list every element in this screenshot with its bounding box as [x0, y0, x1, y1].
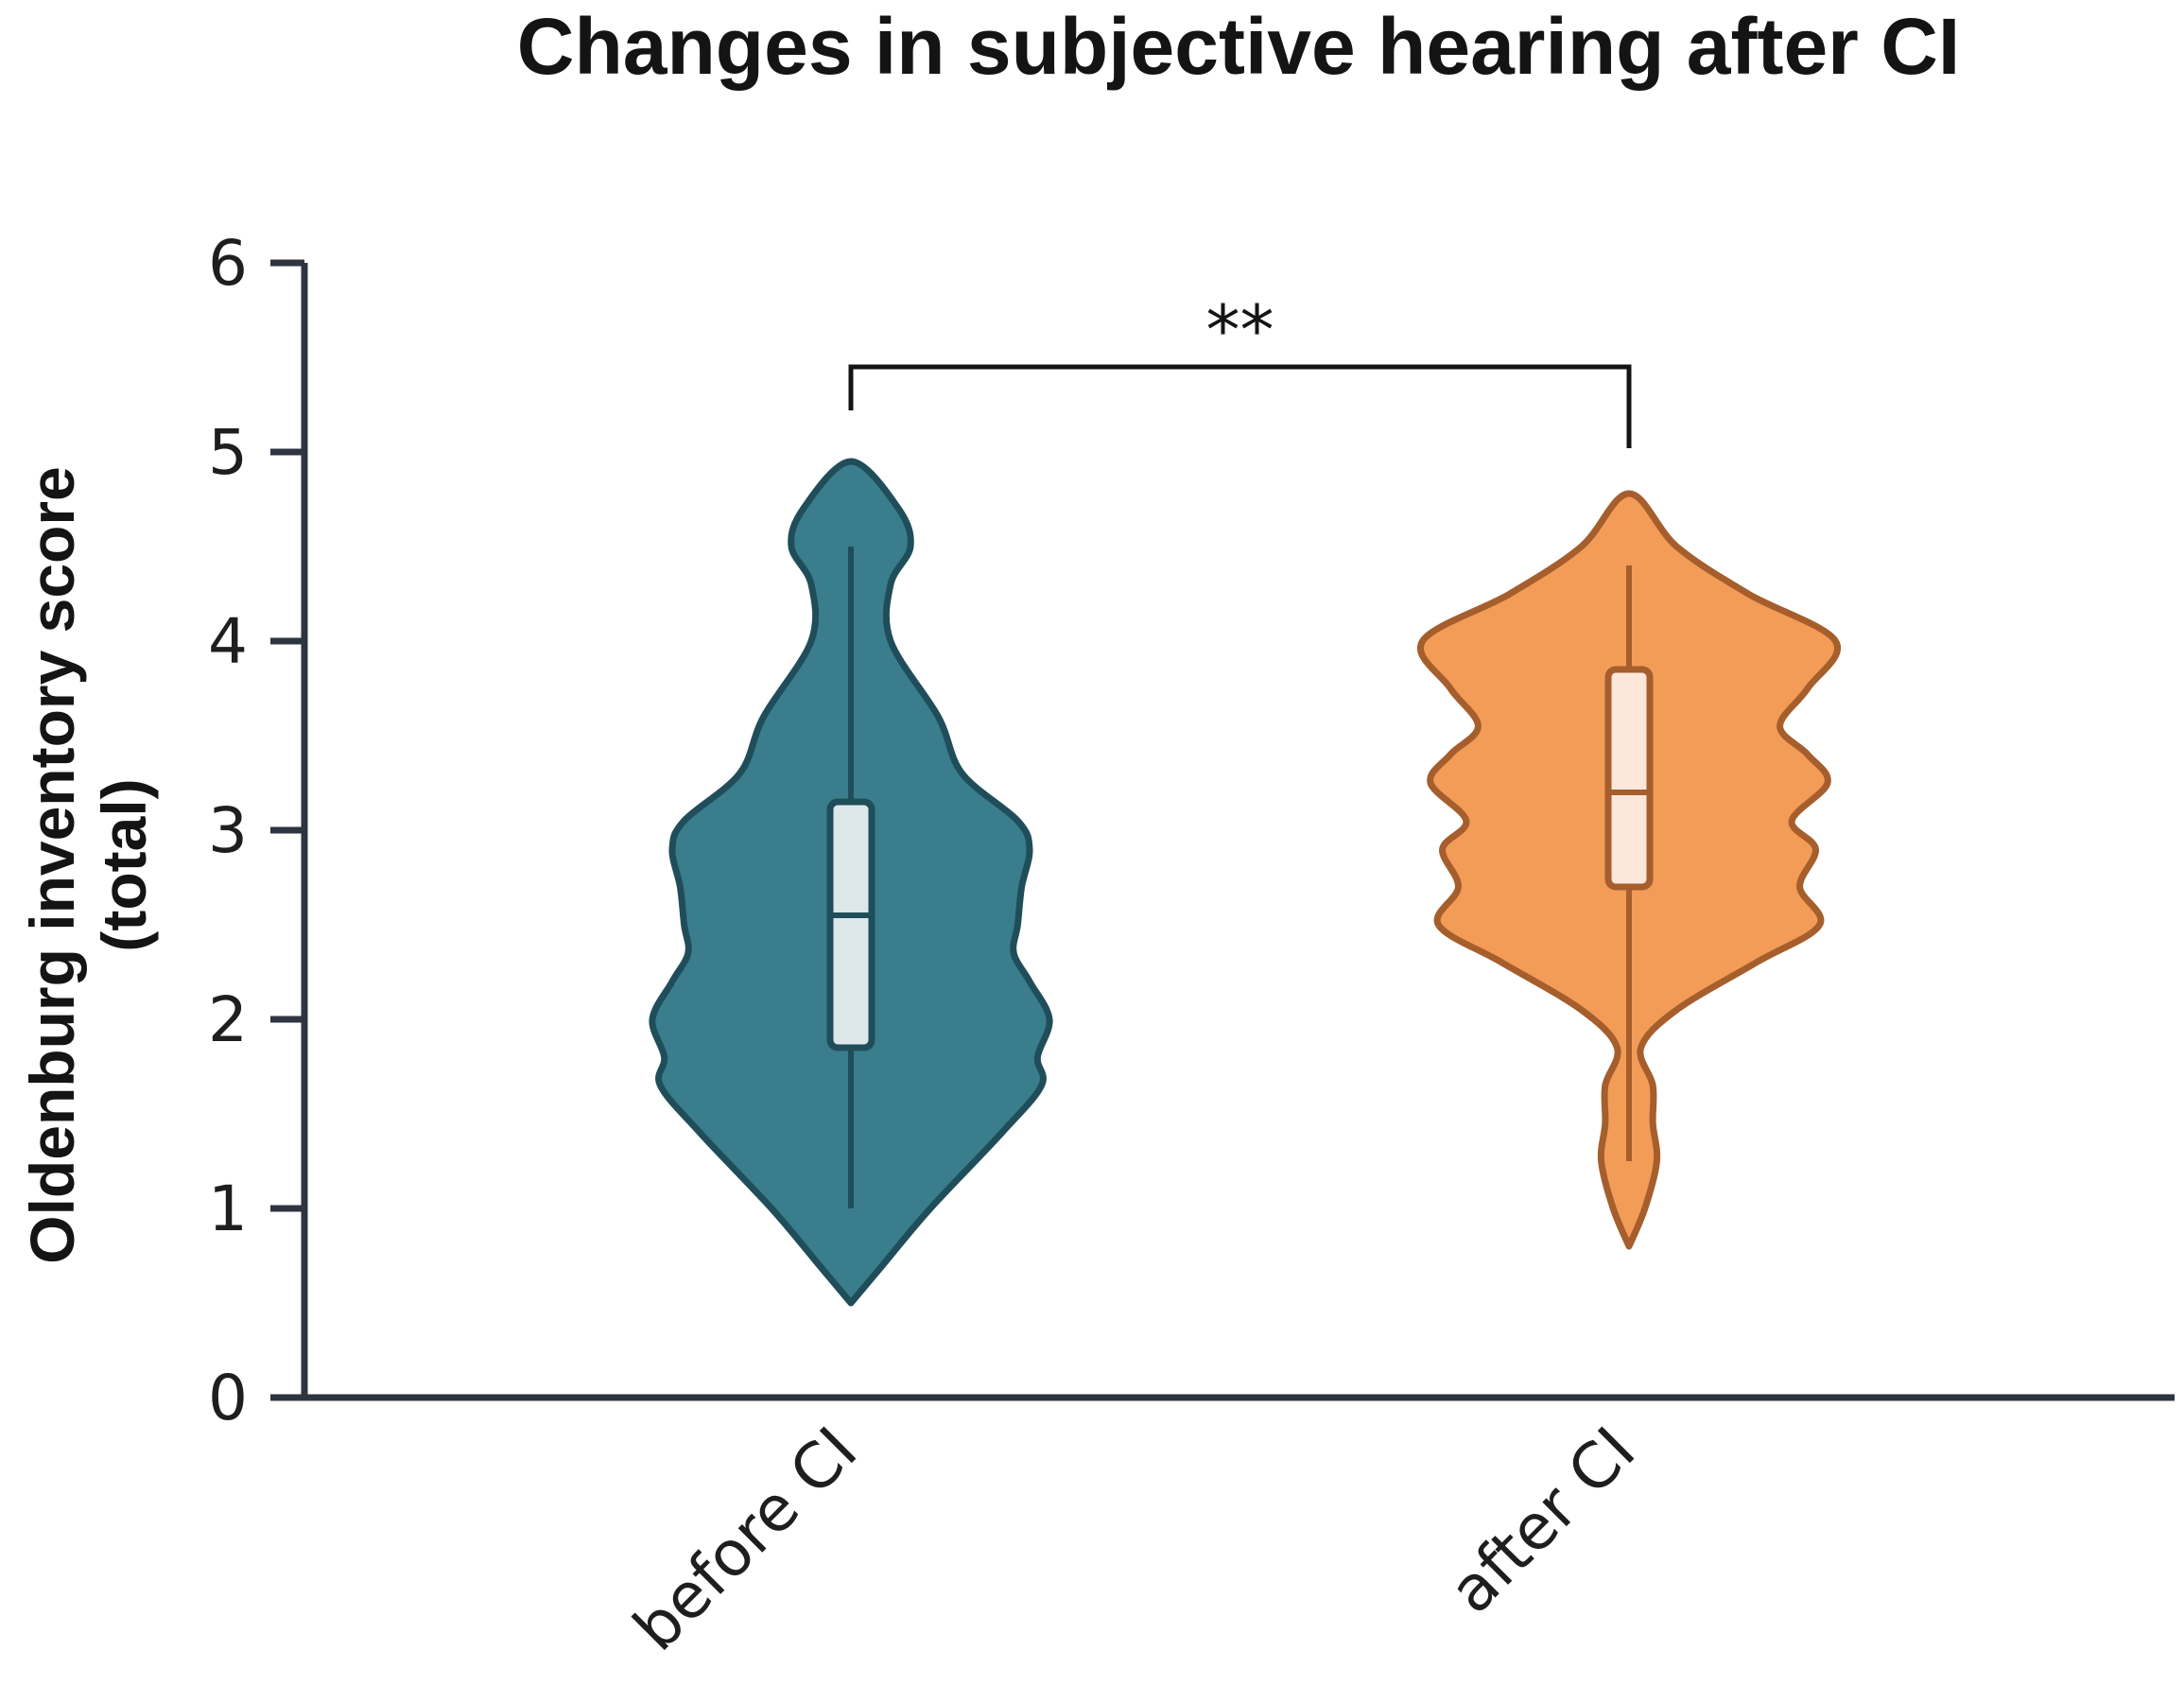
y-axis-label-line-2: (total): [89, 778, 159, 951]
y-axis-label: Oldenburg inventory score (total): [17, 466, 159, 1264]
chart-title: Changes in subjective hearing after CI: [517, 2, 1960, 91]
x-tick-label-1: before CI: [619, 1414, 871, 1665]
axes: 0 1 2 3 4 5 6 before CI after CI: [208, 227, 2175, 1665]
y-tick-label-4: 4: [208, 605, 248, 678]
iqr-box: [1604, 666, 1654, 891]
iqr-box: [826, 798, 875, 1051]
x-tick-label-2: after CI: [1435, 1414, 1649, 1627]
violin-group-1: [649, 458, 1053, 1307]
y-tick-label-1: 1: [208, 1173, 248, 1245]
annotations: **: [848, 290, 1632, 448]
bracket-line: [848, 364, 1632, 448]
y-tick-label-5: 5: [208, 416, 248, 489]
y-tick-label-6: 6: [208, 227, 248, 300]
y-tick-label-2: 2: [208, 983, 248, 1056]
y-axis-label-line-1: Oldenburg inventory score: [17, 466, 87, 1264]
y-tick-label-0: 0: [208, 1362, 248, 1434]
significance-label: **: [1206, 290, 1274, 370]
significance-bracket: **: [848, 290, 1632, 448]
violin-group-2: [1417, 490, 1841, 1250]
y-tick-label-3: 3: [208, 794, 248, 867]
plot-area: [649, 458, 1841, 1307]
